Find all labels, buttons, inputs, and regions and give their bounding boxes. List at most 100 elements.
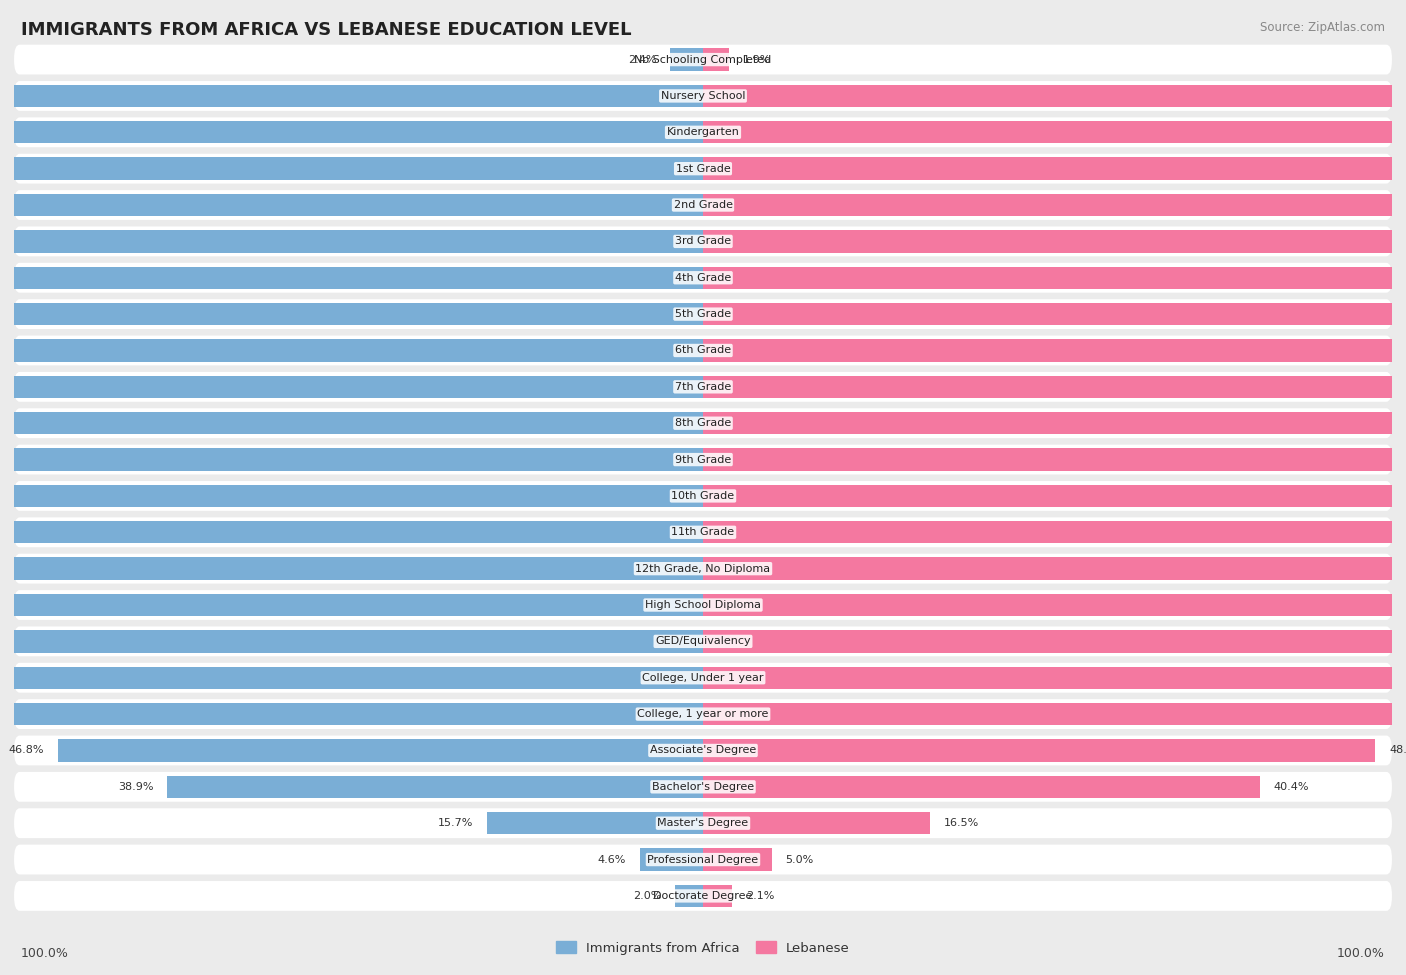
Text: 16.5%: 16.5% [945,818,980,828]
Text: 38.9%: 38.9% [118,782,153,792]
Text: 7th Grade: 7th Grade [675,382,731,392]
FancyBboxPatch shape [14,335,1392,366]
FancyBboxPatch shape [14,299,1392,329]
Bar [703,558,1406,580]
Text: College, 1 year or more: College, 1 year or more [637,709,769,720]
Bar [703,49,730,71]
Bar [703,521,1406,543]
Bar [0,85,703,107]
Bar [703,230,1406,253]
Bar [167,776,703,798]
Text: 2.0%: 2.0% [633,891,662,901]
Text: Professional Degree: Professional Degree [647,854,759,865]
Bar [703,485,1406,507]
FancyBboxPatch shape [14,844,1392,875]
FancyBboxPatch shape [14,81,1392,111]
FancyBboxPatch shape [14,590,1392,620]
FancyBboxPatch shape [14,481,1392,511]
Bar [703,594,1406,616]
Bar [486,812,703,835]
Bar [0,194,703,216]
Text: 15.7%: 15.7% [437,818,472,828]
FancyBboxPatch shape [14,518,1392,547]
Legend: Immigrants from Africa, Lebanese: Immigrants from Africa, Lebanese [555,941,851,955]
Text: Nursery School: Nursery School [661,91,745,101]
FancyBboxPatch shape [14,154,1392,183]
Bar [703,448,1406,471]
Bar [703,303,1406,326]
Text: 10th Grade: 10th Grade [672,491,734,501]
Text: 6th Grade: 6th Grade [675,345,731,356]
FancyBboxPatch shape [14,371,1392,402]
FancyBboxPatch shape [14,117,1392,147]
Bar [703,194,1406,216]
Text: 5.0%: 5.0% [786,854,814,865]
Text: 2.1%: 2.1% [745,891,775,901]
Text: 1.9%: 1.9% [742,55,772,64]
FancyBboxPatch shape [14,263,1392,292]
Bar [703,884,733,907]
Text: Doctorate Degree: Doctorate Degree [654,891,752,901]
Bar [0,630,703,652]
Text: GED/Equivalency: GED/Equivalency [655,637,751,646]
Text: Source: ZipAtlas.com: Source: ZipAtlas.com [1260,21,1385,34]
Bar [703,630,1406,652]
Bar [703,85,1406,107]
Bar [0,667,703,689]
Bar [0,485,703,507]
FancyBboxPatch shape [14,627,1392,656]
Bar [703,339,1406,362]
Bar [669,49,703,71]
Text: Kindergarten: Kindergarten [666,128,740,137]
FancyBboxPatch shape [14,881,1392,911]
Text: Master's Degree: Master's Degree [658,818,748,828]
Text: 40.4%: 40.4% [1274,782,1309,792]
Bar [0,266,703,289]
Bar [0,448,703,471]
Bar [703,121,1406,143]
FancyBboxPatch shape [14,699,1392,729]
FancyBboxPatch shape [14,772,1392,801]
FancyBboxPatch shape [14,663,1392,692]
Bar [703,667,1406,689]
Bar [703,739,1375,761]
Bar [0,703,703,725]
Bar [0,558,703,580]
Text: 100.0%: 100.0% [1337,947,1385,960]
Bar [0,158,703,179]
Text: 3rd Grade: 3rd Grade [675,236,731,247]
FancyBboxPatch shape [14,735,1392,765]
Bar [703,812,931,835]
FancyBboxPatch shape [14,409,1392,438]
Text: 4.6%: 4.6% [598,854,626,865]
Text: 100.0%: 100.0% [21,947,69,960]
Bar [0,121,703,143]
Text: 11th Grade: 11th Grade [672,527,734,537]
Bar [703,266,1406,289]
Text: Associate's Degree: Associate's Degree [650,746,756,756]
FancyBboxPatch shape [14,445,1392,475]
Text: IMMIGRANTS FROM AFRICA VS LEBANESE EDUCATION LEVEL: IMMIGRANTS FROM AFRICA VS LEBANESE EDUCA… [21,21,631,39]
Text: 48.8%: 48.8% [1389,746,1406,756]
Text: College, Under 1 year: College, Under 1 year [643,673,763,682]
Bar [675,884,703,907]
Bar [703,412,1406,435]
FancyBboxPatch shape [14,808,1392,838]
Bar [0,594,703,616]
Text: High School Diploma: High School Diploma [645,600,761,610]
Text: 5th Grade: 5th Grade [675,309,731,319]
Bar [0,521,703,543]
Text: 8th Grade: 8th Grade [675,418,731,428]
Text: 12th Grade, No Diploma: 12th Grade, No Diploma [636,564,770,573]
Bar [0,339,703,362]
Bar [703,776,1260,798]
Bar [0,230,703,253]
FancyBboxPatch shape [14,190,1392,220]
Text: Bachelor's Degree: Bachelor's Degree [652,782,754,792]
Text: 2.4%: 2.4% [627,55,657,64]
Text: 1st Grade: 1st Grade [676,164,730,174]
Text: 4th Grade: 4th Grade [675,273,731,283]
Bar [640,848,703,871]
Bar [703,375,1406,398]
FancyBboxPatch shape [14,226,1392,256]
